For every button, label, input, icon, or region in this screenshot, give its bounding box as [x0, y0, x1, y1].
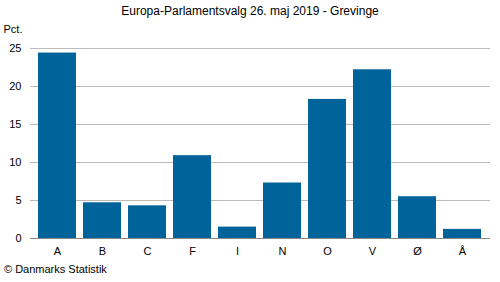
svg-text:C: C [144, 245, 152, 257]
html-text:Europa-Parlamentsvalg 26. maj: Europa-Parlamentsvalg 26. maj 2019 - Gre… [121, 4, 379, 18]
svg-text:Å: Å [459, 245, 467, 257]
svg-text:F: F [189, 245, 196, 257]
svg-text:15: 15 [9, 118, 21, 130]
svg-text:5: 5 [15, 194, 21, 206]
svg-text:O: O [323, 245, 332, 257]
svg-text:A: A [54, 245, 62, 257]
html-text:© Danmarks Statistik: © Danmarks Statistik [4, 263, 107, 275]
svg-text:Ø: Ø [413, 245, 422, 257]
svg-text:20: 20 [9, 80, 21, 92]
svg-text:Pct.: Pct. [4, 23, 23, 35]
svg-text:0: 0 [15, 232, 21, 244]
svg-text:V: V [369, 245, 377, 257]
svg-text:I: I [236, 245, 239, 257]
svg-text:B: B [99, 245, 106, 257]
svg-text:10: 10 [9, 156, 21, 168]
svg-text:25: 25 [9, 42, 21, 54]
svg-text:N: N [279, 245, 287, 257]
